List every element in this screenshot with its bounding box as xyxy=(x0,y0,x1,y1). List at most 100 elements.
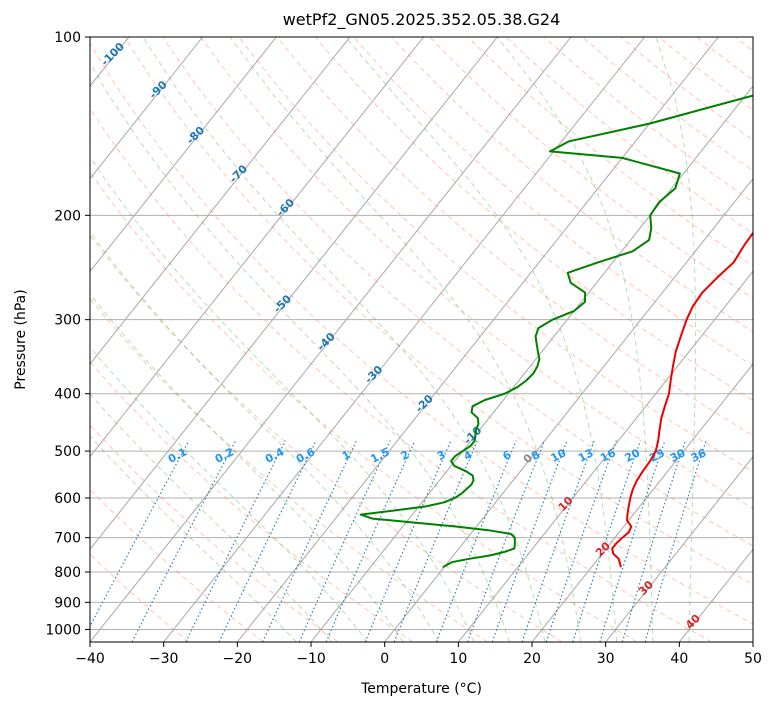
mixing-ratio-label: 20 xyxy=(623,446,643,465)
mixing-ratio-label: 0.6 xyxy=(294,445,318,466)
mixing-ratio-line xyxy=(218,440,317,642)
y-axis-label: Pressure (hPa) xyxy=(13,289,29,389)
isotherm-label: 20 xyxy=(593,539,613,559)
x-tick-label: −40 xyxy=(75,651,105,667)
dry-adiabat xyxy=(391,37,753,333)
mixing-ratio-line xyxy=(599,440,666,642)
isoline-labels: 0.1 0.2 0.4 0.6 1 1.5 2 3 4 6 8 10 13 16 20 25 30 36-100-… xyxy=(98,40,708,632)
mixing-ratio-line xyxy=(545,440,617,642)
moist-adiabat xyxy=(90,156,475,642)
dry-adiabat xyxy=(90,42,753,625)
y-tick-label: 1000 xyxy=(45,622,81,638)
y-tick-label: 900 xyxy=(54,595,81,611)
y-tick-label: 600 xyxy=(54,491,81,507)
isotherm-line xyxy=(90,37,572,642)
isotherm-line xyxy=(605,455,753,642)
isotherm-line xyxy=(457,270,753,642)
dry-adiabat xyxy=(90,424,339,642)
x-tick-label: 50 xyxy=(744,651,762,667)
dry-adiabat xyxy=(90,488,264,642)
isotherm-label: 40 xyxy=(683,611,703,631)
dry-adiabat xyxy=(90,234,563,642)
moist-adiabat xyxy=(496,37,654,642)
y-tick-label: 300 xyxy=(54,313,81,329)
isotherm-line xyxy=(90,37,204,180)
mixing-ratio-label: 6 xyxy=(501,448,514,463)
isotherm-line xyxy=(752,641,753,642)
x-tick-label: −30 xyxy=(149,651,179,667)
x-tick-label: 0 xyxy=(380,651,389,667)
mixing-ratio-label: 30 xyxy=(668,446,688,465)
mixing-ratio-line xyxy=(491,440,568,642)
moist-adiabat xyxy=(90,393,333,642)
dry-adiabat xyxy=(429,37,753,299)
mixing-ratio-line xyxy=(621,440,686,642)
dry-adiabat xyxy=(276,37,753,437)
x-tick-label: 20 xyxy=(523,651,541,667)
mixing-ratio-label: 13 xyxy=(576,446,596,465)
mixing-ratio-label: 3 xyxy=(435,448,448,463)
y-axis-ticks: 100 200 300 400 500 600 700 800 900 1000 xyxy=(45,30,90,638)
mixing-ratio-line xyxy=(298,440,391,642)
dry-adiabat xyxy=(200,37,753,509)
mixing-ratio-label: 0.4 xyxy=(263,445,287,466)
dry-adiabat xyxy=(353,37,753,367)
isotherm-label: 30 xyxy=(636,578,656,598)
x-tick-label: 30 xyxy=(597,651,615,667)
isotherm-label: -40 xyxy=(315,330,338,353)
mixing-ratio-label: 16 xyxy=(598,446,618,465)
y-tick-label: 800 xyxy=(54,565,81,581)
dry-adiabat xyxy=(467,37,753,267)
isotherm-label: 10 xyxy=(556,494,576,514)
isotherm-line xyxy=(90,37,351,365)
dry-adiabat xyxy=(544,37,753,203)
dry-adiabat xyxy=(315,37,753,401)
isotherm-line xyxy=(236,37,719,642)
sounding-traces xyxy=(359,94,753,569)
x-axis-label: Temperature (°C) xyxy=(360,681,482,697)
y-tick-label: 500 xyxy=(54,444,81,460)
isotherm-line xyxy=(531,363,753,642)
mixing-ratio-line xyxy=(185,440,286,642)
plot-frame xyxy=(89,36,754,643)
mixing-ratio-label: 10 xyxy=(549,446,569,465)
y-tick-label: 400 xyxy=(54,387,81,403)
isotherm-line xyxy=(310,85,753,642)
y-tick-label: 100 xyxy=(54,30,81,46)
mixing-ratio-label: 36 xyxy=(689,446,709,465)
x-tick-label: −10 xyxy=(296,651,326,667)
moist-adiabat xyxy=(655,37,697,642)
mixing-ratio-label: 1.5 xyxy=(368,445,391,466)
mixing-ratio-label: 0.1 xyxy=(166,445,189,466)
moist-adiabat xyxy=(90,231,439,642)
x-tick-label: −20 xyxy=(223,651,253,667)
mixing-ratio-line xyxy=(435,440,517,642)
isotherm-label: -90 xyxy=(147,78,170,101)
dry-adiabat xyxy=(658,37,753,111)
y-tick-label: 700 xyxy=(54,531,81,547)
mixing-ratio-label: 25 xyxy=(647,446,667,465)
isotherm-line xyxy=(90,37,277,273)
mixing-ratio-line xyxy=(521,440,595,642)
isotherm-label: -30 xyxy=(362,363,385,386)
mixing-ratio-line xyxy=(131,440,237,642)
mixing-ratio-line xyxy=(90,440,190,628)
temperature-trace xyxy=(611,231,753,568)
x-tick-label: 40 xyxy=(670,651,688,667)
mixing-ratio-line xyxy=(644,440,707,642)
dry-adiabat xyxy=(734,37,753,52)
moist-adiabat xyxy=(229,37,582,642)
moist-adiabat xyxy=(90,435,297,642)
isotherm-line xyxy=(163,37,646,642)
mixing-ratio-line xyxy=(262,440,358,642)
moist-adiabat xyxy=(142,37,546,642)
dry-adiabat xyxy=(90,171,638,642)
dry-adiabat xyxy=(124,37,753,586)
y-tick-label: 200 xyxy=(54,208,81,224)
isotherm-label: -70 xyxy=(227,162,250,185)
mixing-ratio-label: 2 xyxy=(399,448,412,463)
chart-title: wetPf2_GN05.2025.352.05.38.G24 xyxy=(283,10,561,30)
isotherm-line xyxy=(90,37,498,551)
dry-adiabat xyxy=(90,297,488,642)
